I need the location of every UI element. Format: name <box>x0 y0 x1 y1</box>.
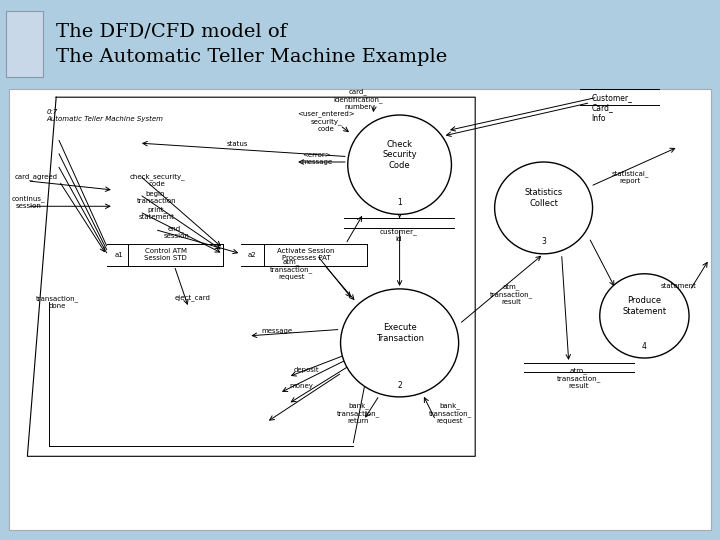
Text: 3: 3 <box>541 238 546 246</box>
Ellipse shape <box>341 289 459 397</box>
Text: deposit: deposit <box>293 367 319 373</box>
Text: transaction_
done: transaction_ done <box>36 295 79 309</box>
Text: Control ATM
Session STD: Control ATM Session STD <box>144 248 187 261</box>
Text: The DFD/CFD model of: The DFD/CFD model of <box>56 23 287 40</box>
Text: statement: statement <box>660 283 696 289</box>
Text: <user_entered>
security_
code: <user_entered> security_ code <box>297 110 355 132</box>
FancyBboxPatch shape <box>9 89 711 530</box>
Ellipse shape <box>348 115 451 214</box>
Text: Check
Security
Code: Check Security Code <box>382 140 417 170</box>
Text: 0:7
Automatic Teller Machine System: 0:7 Automatic Teller Machine System <box>47 109 164 122</box>
Text: The Automatic Teller Machine Example: The Automatic Teller Machine Example <box>56 48 447 65</box>
Text: 1: 1 <box>397 198 402 207</box>
Text: begin_
transaction: begin_ transaction <box>137 190 177 204</box>
Ellipse shape <box>600 274 689 358</box>
Text: print_
statement: print_ statement <box>139 206 175 220</box>
Text: card_agreed: card_agreed <box>14 174 58 180</box>
Text: continus_
session: continus_ session <box>12 195 45 210</box>
Text: statistical_
report: statistical_ report <box>611 170 649 184</box>
Text: check_security_
code: check_security_ code <box>129 173 185 187</box>
Text: customer_
id: customer_ id <box>380 228 418 242</box>
Text: Produce
Statement: Produce Statement <box>622 296 667 316</box>
FancyBboxPatch shape <box>0 0 720 84</box>
Text: 2: 2 <box>397 381 402 389</box>
Text: a1: a1 <box>114 252 123 258</box>
FancyBboxPatch shape <box>6 11 43 77</box>
Text: <error>
message: <error> message <box>301 152 333 165</box>
Text: atm_
transaction_
result: atm_ transaction_ result <box>490 284 533 305</box>
Text: Execute
Transaction: Execute Transaction <box>376 323 423 343</box>
Text: status: status <box>227 141 248 147</box>
Text: atm_
transaction_
result: atm_ transaction_ result <box>557 367 601 389</box>
Text: Statistics
Collect: Statistics Collect <box>524 188 563 208</box>
Text: atm_
transaction_
request: atm_ transaction_ request <box>270 258 313 280</box>
Ellipse shape <box>495 162 593 254</box>
Text: bank_
transaction_
return: bank_ transaction_ return <box>337 402 380 424</box>
Text: bank_
transaction_
request: bank_ transaction_ request <box>428 402 472 424</box>
Text: end_
session: end_ session <box>163 225 189 239</box>
Text: Activate Session
Processes PAT: Activate Session Processes PAT <box>277 248 335 261</box>
Text: a2: a2 <box>248 252 256 258</box>
Text: money: money <box>289 383 313 389</box>
Text: 4: 4 <box>642 342 647 350</box>
Text: card_
identification_
number: card_ identification_ number <box>333 88 382 110</box>
Text: message: message <box>261 328 293 334</box>
Text: Customer_
Card_
Info: Customer_ Card_ Info <box>592 93 632 123</box>
Text: eject_card: eject_card <box>175 295 211 301</box>
